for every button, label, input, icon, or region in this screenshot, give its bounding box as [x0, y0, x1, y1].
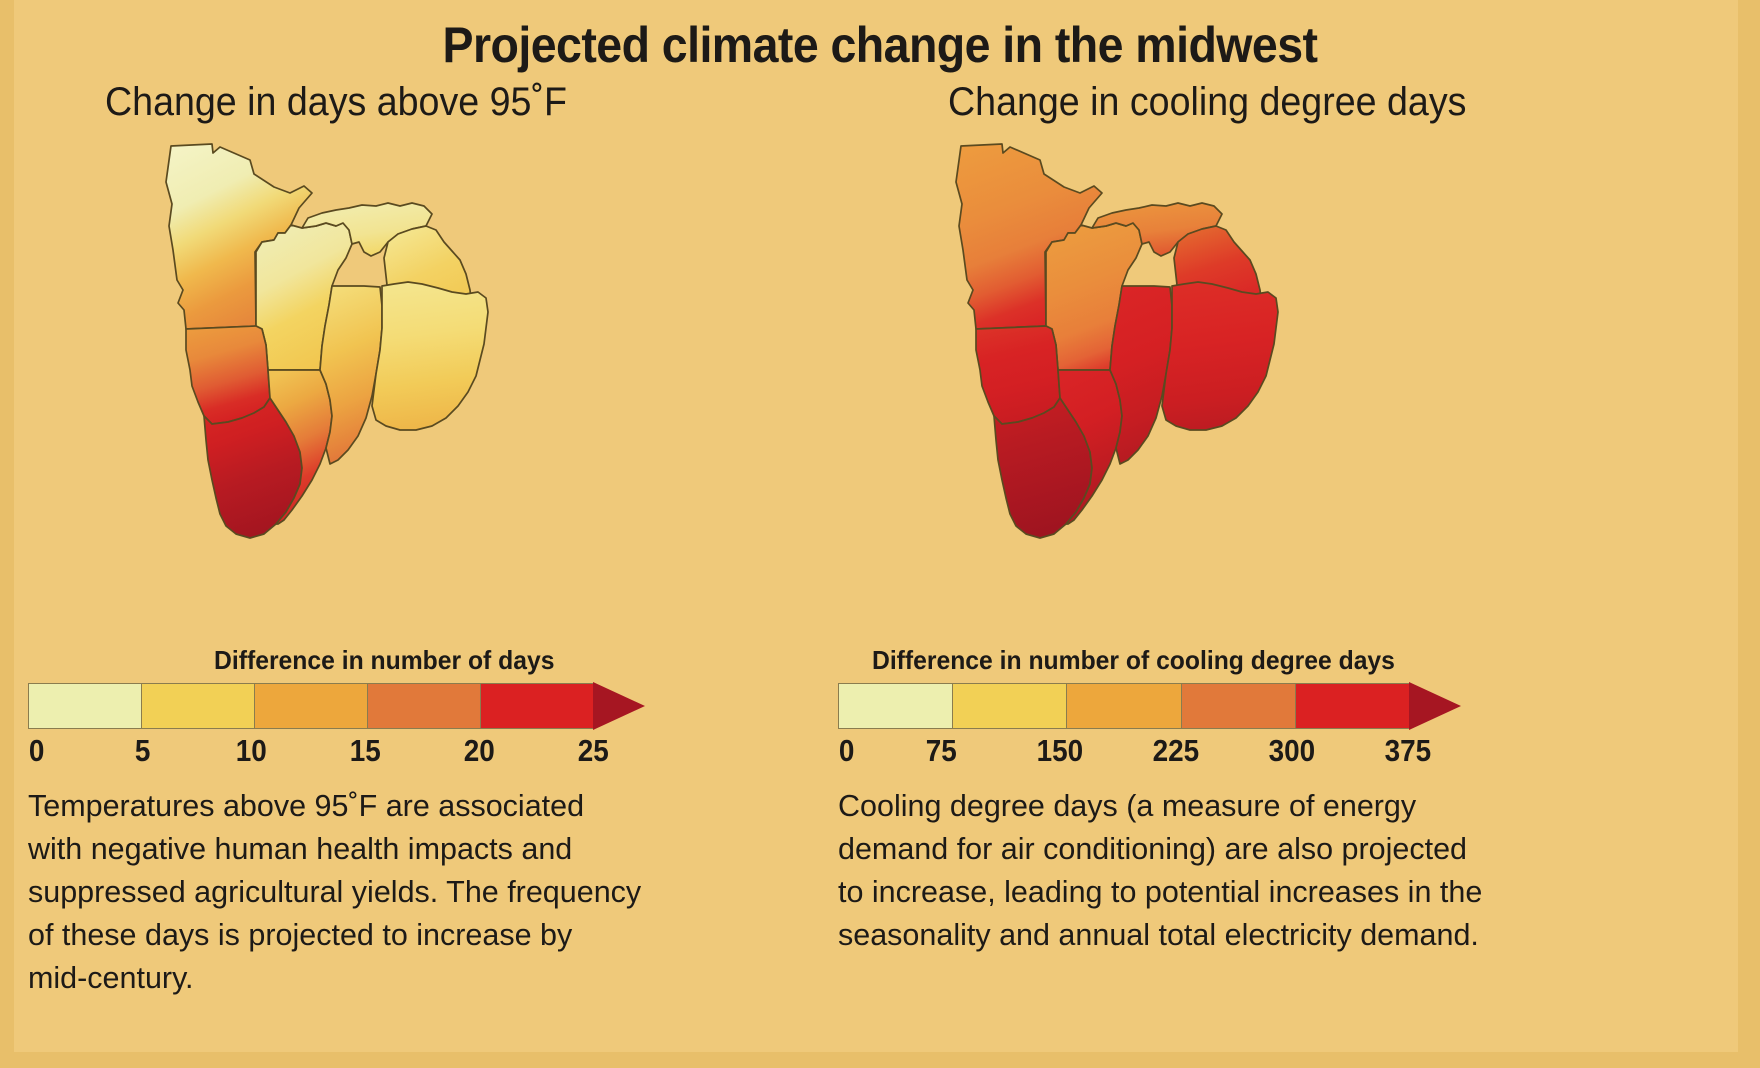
colorbar-band-4 — [481, 684, 593, 728]
tick-label-2: 150 — [1036, 733, 1084, 768]
map-states-right — [955, 143, 1279, 539]
legend-caption-left: Difference in number of days — [214, 645, 555, 675]
caption-cooling-degree-days: Cooling degree days (a measure of energy… — [838, 785, 1568, 957]
right-panel-subtitle: Change in cooling degree days — [948, 80, 1467, 124]
colorbar-row-right — [838, 682, 1461, 731]
legend-caption-right: Difference in number of cooling degree d… — [871, 645, 1395, 675]
colorbar-band-4 — [1295, 684, 1410, 728]
tick-label-0: 0 — [838, 733, 855, 768]
page-title: Projected climate change in the midwest — [442, 17, 1318, 73]
tick-label-4: 300 — [1268, 733, 1316, 768]
tick-label-1: 75 — [925, 733, 957, 768]
colorbar-band-1 — [953, 684, 1068, 728]
tick-label-3: 15 — [349, 733, 381, 768]
caption-days-above-95f: Temperatures above 95˚F are associated w… — [28, 785, 728, 1000]
frame-edge-bottom — [0, 1052, 1760, 1068]
colorbar-band-2 — [1067, 684, 1182, 728]
caption-left-text: Temperatures above 95˚F are associated w… — [28, 789, 642, 995]
tick-label-5: 25 — [577, 733, 609, 768]
state-ohio — [371, 281, 489, 431]
legend-cooling-degree-days: Difference in number of cooling degree d… — [838, 645, 1461, 777]
tick-label-1: 5 — [134, 733, 151, 768]
colorbar-ticks-left: 0 5 10 15 20 25 — [28, 733, 668, 777]
colorbar-band-2 — [255, 684, 368, 728]
tick-label-0: 0 — [28, 733, 45, 768]
colorbar-row-left — [28, 682, 668, 731]
tick-label-2: 10 — [235, 733, 267, 768]
colorbar-band-0 — [839, 684, 954, 728]
tick-label-5: 375 — [1384, 733, 1432, 768]
colorbar-right — [838, 683, 1410, 729]
colorbar-arrow-right — [1409, 682, 1461, 730]
colorbar-band-1 — [142, 684, 255, 728]
state-indiana — [1109, 285, 1173, 465]
colorbar-band-3 — [368, 684, 481, 728]
state-iowa — [975, 325, 1061, 425]
state-iowa — [185, 325, 271, 425]
colorbar-left — [28, 683, 594, 729]
colorbar-arrow-left — [593, 682, 645, 730]
colorbar-band-3 — [1181, 684, 1296, 728]
left-panel-subtitle: Change in days above 95˚F — [105, 80, 567, 124]
state-indiana — [319, 285, 383, 465]
caption-right-text: Cooling degree days (a measure of energy… — [838, 789, 1483, 952]
frame-edge-right — [1738, 0, 1760, 1068]
colorbar-band-0 — [29, 684, 142, 728]
map-states-left — [165, 143, 489, 539]
colorbar-ticks-right: 0 75 150 225 300 375 — [838, 733, 1458, 777]
tick-label-4: 20 — [463, 733, 495, 768]
legend-days-above-95f: Difference in number of days 0 5 10 15 2… — [28, 645, 668, 777]
map-days-above-95f — [150, 130, 580, 590]
map-cooling-degree-days — [940, 130, 1370, 590]
state-ohio — [1161, 281, 1279, 431]
tick-label-3: 225 — [1152, 733, 1200, 768]
frame-edge-left — [0, 0, 14, 1068]
